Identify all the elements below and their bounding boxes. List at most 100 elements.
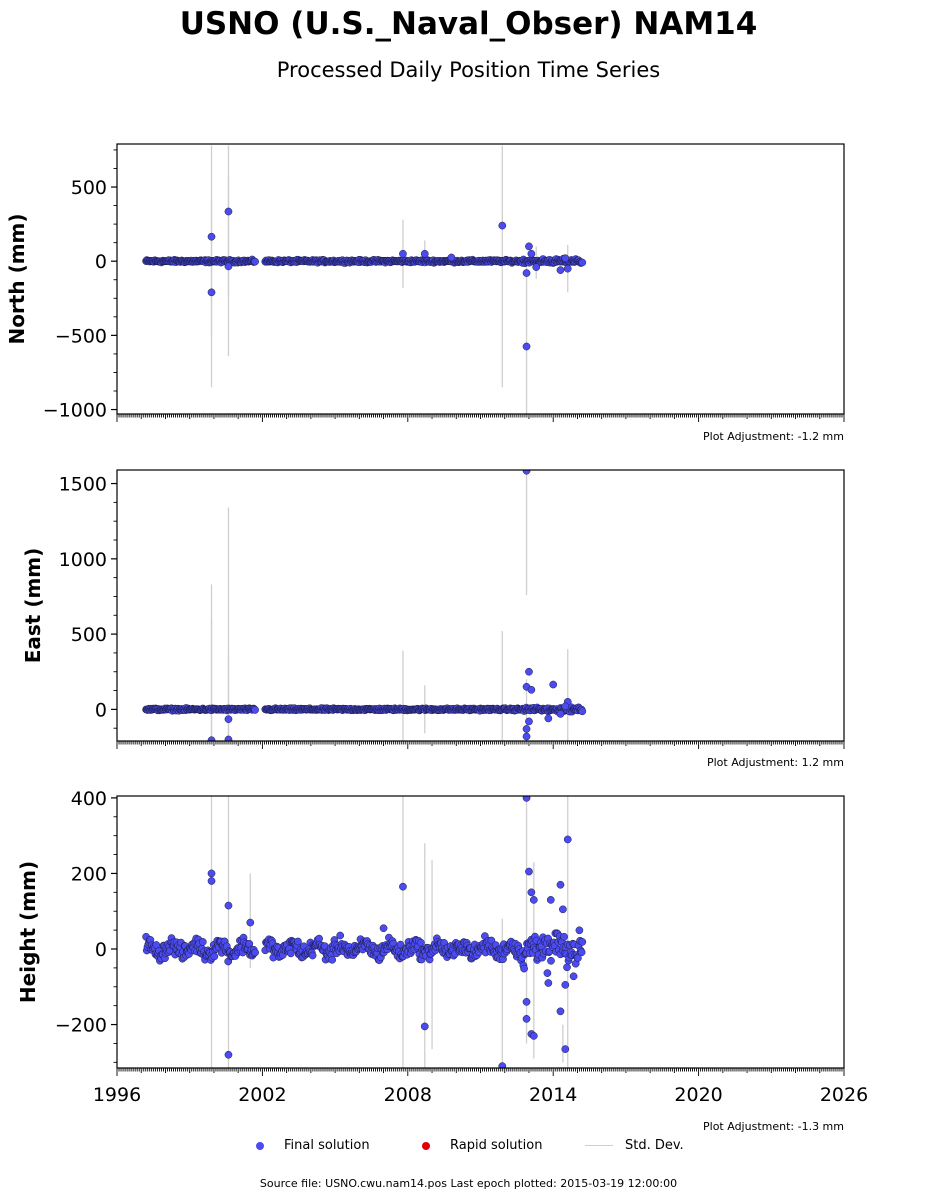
final-solution-point <box>577 948 586 957</box>
final-solution-point <box>561 981 570 989</box>
final-solution-point <box>578 938 587 946</box>
final-solution-point <box>556 266 565 274</box>
legend-rapid-label: Rapid solution <box>450 1138 543 1153</box>
final-solution-point <box>417 938 425 947</box>
final-solution-point <box>544 979 553 987</box>
legend-final-label: Final solution <box>284 1138 370 1153</box>
final-solution-point <box>544 714 553 723</box>
panel-2: 0 500 1000 1500 East (mm) Plot Adjustment: 1.… <box>21 469 845 769</box>
final-solution-point <box>525 667 533 676</box>
final-solution-point <box>561 702 570 711</box>
final-solution-point <box>522 732 531 741</box>
x-tick-label: 2008 <box>384 1084 432 1106</box>
final-solution-point <box>527 249 536 258</box>
final-solution-point <box>543 969 552 977</box>
panel-1: −1000 −500 0 500 North (mm) Plot Adjustment: … <box>5 143 845 443</box>
y-tick-label: 0 <box>95 939 107 961</box>
final-solution-point <box>547 956 555 965</box>
final-solution-point <box>549 680 558 689</box>
final-solution-point <box>207 736 216 741</box>
panel-frame <box>116 143 845 415</box>
final-solution-point <box>447 253 456 262</box>
final-solution-point <box>522 1015 531 1023</box>
plot-adjustment-label: Plot Adjustment: -1.3 mm <box>703 1120 844 1133</box>
final-solution-point <box>578 707 587 716</box>
final-solution-point <box>399 249 407 258</box>
final-solution-point <box>575 926 584 935</box>
final-solution-point <box>561 254 570 263</box>
y-tick-label: 400 <box>71 788 107 810</box>
final-solution-point <box>522 998 531 1006</box>
y-axis-label: East (mm) <box>21 548 45 664</box>
final-solution-point <box>207 232 216 241</box>
x-tick-label: 2026 <box>820 1084 868 1106</box>
panel-frame <box>116 795 845 1069</box>
final-marker-icon <box>256 1141 264 1150</box>
panel-3: −200 0 200 400 1996 2002 2008 2014 2020 2026 Heigh… <box>16 788 868 1133</box>
final-solution-point <box>210 952 219 961</box>
final-solution-point <box>556 710 565 718</box>
final-solution-point <box>563 264 572 273</box>
final-solution-point <box>520 964 528 973</box>
final-solution-point <box>563 835 572 844</box>
final-solution-point <box>561 1045 570 1053</box>
final-solution-point <box>559 905 567 914</box>
legend: Final solution Rapid solution Std. Dev. <box>0 1138 937 1158</box>
chart-subtitle: Processed Daily Position Time Series <box>276 58 661 82</box>
final-solution-point <box>563 963 571 972</box>
final-solution-point <box>251 948 259 957</box>
final-solution-point <box>560 932 568 941</box>
y-tick-label: 1500 <box>59 474 107 496</box>
final-solution-point <box>525 867 533 876</box>
y-tick-label: 0 <box>95 699 107 721</box>
legend-std-label: Std. Dev. <box>625 1138 684 1153</box>
y-tick-label: 500 <box>71 624 107 646</box>
final-solution-point <box>556 1007 565 1016</box>
final-solution-point <box>522 269 531 277</box>
final-solution-point <box>294 937 302 946</box>
y-tick-label: 1000 <box>59 549 107 571</box>
y-tick-label: −1000 <box>43 400 107 422</box>
source-footer: Source file: USNO.cwu.nam14.pos Last epo… <box>259 1177 678 1190</box>
final-solution-point <box>522 725 531 733</box>
rapid-marker-icon <box>422 1141 430 1150</box>
y-tick-label: −200 <box>55 1015 107 1037</box>
final-solution-point <box>525 717 533 726</box>
plot-adjustment-label: Plot Adjustment: -1.2 mm <box>703 430 844 443</box>
final-solution-point <box>522 470 531 475</box>
final-solution-point <box>527 685 536 694</box>
final-solution-point <box>546 896 555 904</box>
final-solution-point <box>251 257 259 266</box>
chart-title: USNO (U.S._Naval_Obser) NAM14 <box>179 6 758 42</box>
x-tick-label: 1996 <box>93 1084 141 1106</box>
final-solution-point <box>529 896 538 904</box>
x-tick-label: 2014 <box>529 1084 577 1106</box>
final-solution-point <box>246 918 255 927</box>
final-solution-point <box>286 949 295 958</box>
final-solution-point <box>224 901 233 910</box>
final-solution-point <box>399 882 407 891</box>
final-solution-point <box>569 972 578 981</box>
y-tick-label: 200 <box>71 863 107 885</box>
final-solution-point <box>574 954 582 962</box>
final-solution-point <box>525 242 533 251</box>
legend-rapid: Rapid solution <box>422 1138 542 1153</box>
legend-std: Std. Dev. <box>585 1138 684 1153</box>
y-axis-label: North (mm) <box>5 213 29 344</box>
final-solution-point <box>527 888 536 897</box>
y-tick-label: −500 <box>55 325 107 347</box>
final-solution-point <box>578 258 587 267</box>
final-solution-point <box>308 951 317 960</box>
final-solution-point <box>556 880 565 889</box>
final-solution-point <box>224 207 233 216</box>
final-solution-point <box>529 1032 538 1040</box>
x-tick-label: 2020 <box>674 1084 722 1106</box>
panel-frame <box>116 469 845 742</box>
final-solution-point <box>207 869 216 878</box>
final-solution-point <box>224 735 233 741</box>
final-solution-point <box>532 263 541 271</box>
std-line-icon <box>585 1145 613 1146</box>
final-solution-point <box>379 924 388 933</box>
final-solution-point <box>498 1062 507 1068</box>
final-solution-point <box>224 262 233 271</box>
